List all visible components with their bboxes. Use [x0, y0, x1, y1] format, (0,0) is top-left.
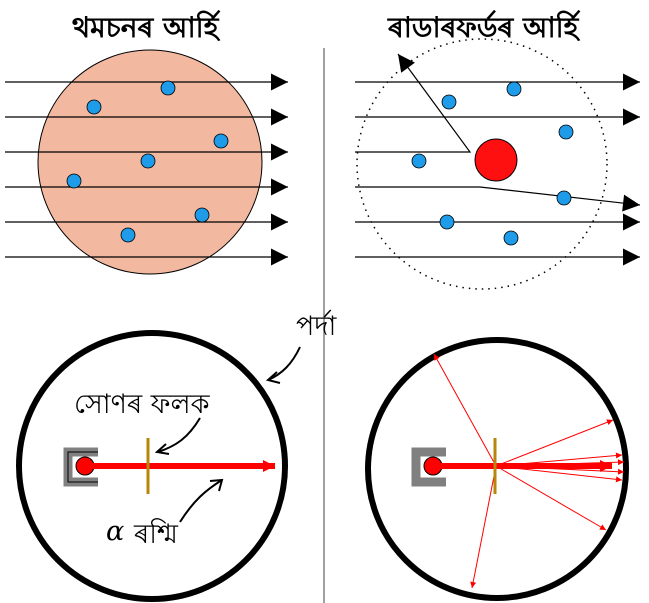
gold-foil-label: সোণৰ ফলক	[74, 389, 210, 420]
screen-pointer-head	[265, 371, 281, 384]
expected-experiment	[16, 330, 301, 602]
electron	[160, 80, 176, 96]
electron	[194, 207, 210, 223]
rutherford-reflected-ray	[355, 53, 472, 153]
thomson-electrons	[66, 80, 229, 243]
rutherford-deflected-ray	[355, 186, 641, 212]
thomson-model	[5, 49, 288, 275]
scattered-rays	[433, 353, 625, 589]
electron	[120, 227, 136, 243]
screen-pointer	[267, 346, 301, 381]
alpha-ray-pointer	[179, 479, 223, 523]
scattered-ray	[470, 465, 497, 589]
thomson-model-title: থমচনৰ আৰ্হি	[72, 11, 219, 44]
observed-experiment	[365, 337, 629, 601]
scattered-ray	[433, 353, 497, 467]
electron	[556, 190, 572, 206]
electron	[558, 124, 574, 140]
scattered-ray	[495, 419, 614, 467]
electron	[66, 173, 82, 189]
electron	[411, 153, 427, 169]
electron	[503, 230, 519, 246]
gold-foil-pointer	[157, 417, 201, 453]
alpha-source	[423, 456, 443, 476]
rutherford-model	[355, 38, 641, 290]
rutherford-rays	[355, 53, 641, 266]
electron	[439, 214, 455, 230]
nucleus	[474, 138, 518, 182]
alpha-source-box	[411, 447, 446, 487]
electron	[506, 81, 522, 97]
scattered-ray	[495, 465, 623, 483]
electron	[140, 153, 156, 169]
rutherford-atom-boundary	[356, 38, 608, 290]
screen-circle-right	[365, 337, 629, 601]
screen-circle-left	[16, 330, 288, 602]
alpha-symbol: α	[106, 516, 125, 547]
scattered-ray	[495, 459, 625, 467]
scattered-ray	[495, 452, 623, 467]
rutherford-electrons	[411, 81, 574, 246]
electron	[441, 94, 457, 110]
thomson-rays	[5, 73, 288, 266]
scattered-ray	[495, 465, 625, 475]
alpha-ray-label: ৰশ্মি	[134, 519, 178, 550]
scattered-ray	[495, 465, 607, 531]
screen-label: পৰ্দা	[296, 311, 337, 342]
alpha-source	[75, 456, 95, 476]
electron	[86, 99, 102, 115]
rutherford-model-title: ৰাডাৰফৰ্ডৰ আৰ্হি	[388, 11, 579, 44]
electron	[213, 133, 229, 149]
alpha-ray-pointer-head	[209, 478, 224, 492]
gold-foil-pointer-head	[154, 443, 170, 455]
